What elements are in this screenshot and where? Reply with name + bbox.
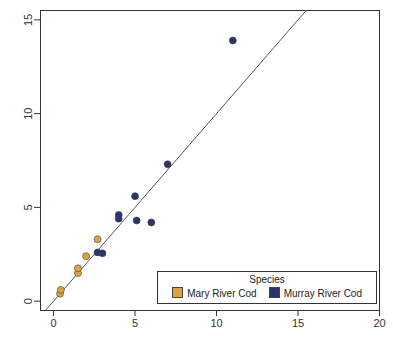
svg-text:20: 20: [373, 317, 385, 329]
html-text:Murray River Cod: Murray River Cod: [283, 288, 362, 299]
svg-text:10: 10: [210, 317, 222, 329]
svg-text:15: 15: [292, 317, 304, 329]
svg-text:15: 15: [22, 14, 34, 26]
html-text:Mary River Cod: Mary River Cod: [187, 288, 257, 299]
html-text:Species: Species: [249, 274, 285, 285]
svg-text:5: 5: [22, 204, 34, 210]
svg-text:5: 5: [132, 317, 138, 329]
svg-text:0: 0: [22, 298, 34, 304]
svg-text:0: 0: [50, 317, 56, 329]
svg-text:10: 10: [22, 108, 34, 120]
